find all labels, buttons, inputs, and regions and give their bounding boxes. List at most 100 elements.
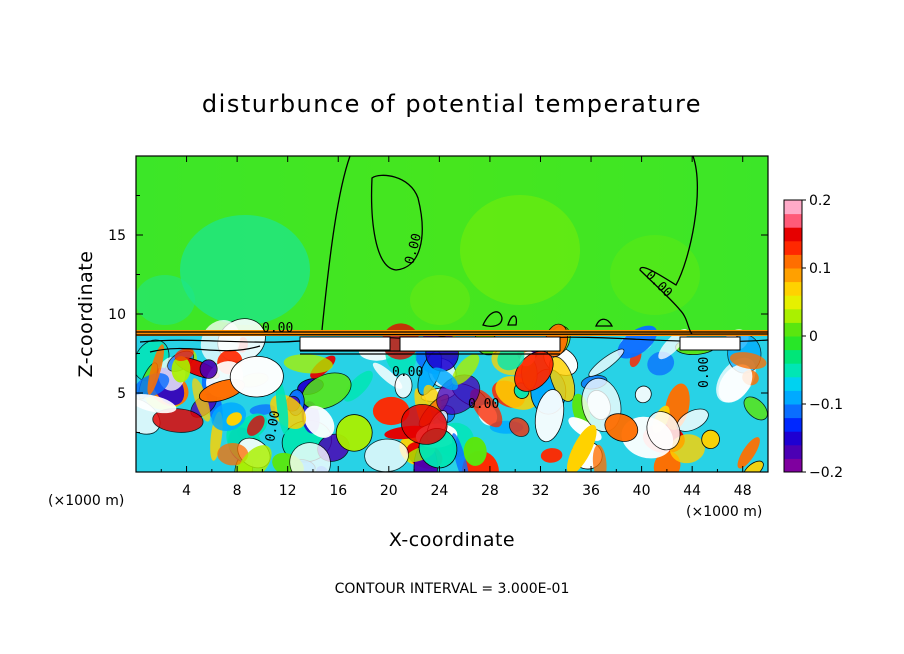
x-unit-right: (×1000 m): [686, 504, 762, 520]
x-tick-label: 12: [279, 483, 297, 499]
colorbar-tick-label: 0.2: [809, 193, 831, 209]
turbulence-cell: [463, 436, 487, 466]
y-axis: 5 10 15: [108, 195, 768, 433]
colorbar-segment: [784, 322, 802, 337]
turbulence-cell: [431, 367, 458, 391]
turbulence-cell: [588, 348, 625, 377]
colorbar-segment: [784, 376, 802, 391]
x-tick-label: 48: [734, 483, 752, 499]
y-tick-label: 5: [117, 386, 126, 402]
turbulence-cell: [737, 437, 760, 469]
turbulence-cell: [289, 442, 331, 472]
turbulence-cell: [226, 412, 242, 426]
turbulence-cell: [217, 442, 249, 466]
colorbar-segment: [784, 404, 802, 419]
turbulence-cell: [171, 356, 191, 383]
turbulence-cell: [237, 445, 272, 472]
turbulence-cell: [152, 408, 204, 433]
turbulence-cell: [400, 404, 448, 445]
y-tick-label: 10: [108, 307, 126, 323]
turbulence-cell: [743, 396, 768, 421]
inversion-white-band: [299, 336, 741, 352]
y-tick-label: 15: [108, 228, 126, 244]
turbulence-cell: [647, 351, 675, 376]
turbulence-cell: [701, 429, 720, 449]
colorbar-segment: [784, 444, 802, 459]
turbulence-cell: [729, 352, 767, 370]
turbulence-cell: [283, 354, 333, 374]
colorbar-segment: [784, 431, 802, 446]
turbulence-cell: [147, 344, 165, 395]
turbulence-cell: [743, 460, 764, 472]
turbulence-cell: [534, 389, 565, 443]
colorbar-segment: [784, 254, 802, 269]
turbulence-cell: [372, 362, 403, 389]
x-tick-label: 20: [380, 483, 398, 499]
turbulence-cell: [540, 448, 563, 463]
colorbar-tick-label: −0.2: [809, 465, 843, 481]
turbulence-cell: [249, 404, 276, 416]
turbulence-cell: [646, 411, 681, 451]
contour-zero-upper: [321, 156, 699, 335]
x-tick-label: 32: [532, 483, 550, 499]
warm-patch-mid: [460, 195, 580, 305]
contour-label-4: 0.00: [392, 365, 423, 380]
cool-patch-left: [180, 215, 310, 325]
colorbar-tick-label: 0.1: [809, 261, 831, 277]
turbulence-cell: [592, 444, 607, 472]
colorbar-segment: [784, 227, 802, 242]
colorbar-segment: [784, 349, 802, 364]
contour-label-7: 0.00: [697, 357, 712, 388]
contour-label-5: 0.00: [468, 397, 499, 412]
y-axis-label: Z-coordinate: [75, 251, 97, 378]
x-tick-label: 40: [633, 483, 651, 499]
x-tick-label: 24: [430, 483, 448, 499]
colorbar-segment: [784, 417, 802, 432]
colorbar-segment: [784, 240, 802, 255]
warm-patch-right: [610, 235, 700, 315]
turbulence-cell: [604, 413, 639, 442]
contour-label-3: 0.00: [262, 321, 293, 336]
colorbar-segment: [784, 295, 802, 310]
turbulence-cell: [304, 405, 335, 438]
colorbar-segment: [784, 281, 802, 296]
turbulence-cell: [174, 348, 194, 361]
turbulence-cell: [229, 355, 284, 398]
colorbar: 0.2 0.1 0 −0.1 −0.2: [783, 193, 843, 481]
x-tick-label: 44: [683, 483, 701, 499]
colorbar-tick-label: 0: [809, 329, 818, 345]
contour-label-6: 0.00: [263, 410, 283, 443]
x-tick-label: 4: [182, 483, 191, 499]
x-tick-label: 36: [582, 483, 600, 499]
turbulence-cell: [718, 364, 753, 403]
colorbar-segment: [784, 213, 802, 228]
colorbar-segment: [784, 458, 802, 473]
turbulence-cell: [199, 359, 218, 379]
x-axis: 4 8 12 16 20 24 28 32 36 40 44 48: [160, 156, 752, 499]
turbulence-cell: [653, 451, 681, 472]
colorbar-segment: [784, 336, 802, 351]
colorbar-tick-label: −0.1: [809, 397, 843, 413]
chart-title: disturbunce of potential temperature: [202, 90, 702, 118]
x-axis-label: X-coordinate: [389, 529, 515, 551]
turbulence-cell: [451, 354, 480, 385]
turbulence-cell: [470, 388, 503, 428]
x-tick-label: 16: [329, 483, 347, 499]
colorbar-segment: [784, 390, 802, 405]
x-tick-label: 28: [481, 483, 499, 499]
x-tick-label: 8: [233, 483, 242, 499]
turbulence-cell: [508, 417, 530, 437]
x-unit-left: (×1000 m): [48, 493, 124, 509]
colorbar-segment: [784, 308, 802, 323]
colorbar-segment: [784, 268, 802, 283]
turbulence-cell: [634, 385, 652, 404]
turbulence-cell: [246, 415, 265, 436]
turbulence-field: [136, 318, 768, 472]
turbulence-cell: [136, 394, 177, 414]
turbulence-cell: [343, 370, 373, 402]
turbulence-cell: [275, 379, 289, 435]
warm-patch-mid2: [410, 275, 470, 325]
turbulence-cell: [394, 373, 413, 399]
plot-area: 0.00 0.00 0.00 0.00 0.00 0.00 0.00: [136, 156, 768, 472]
